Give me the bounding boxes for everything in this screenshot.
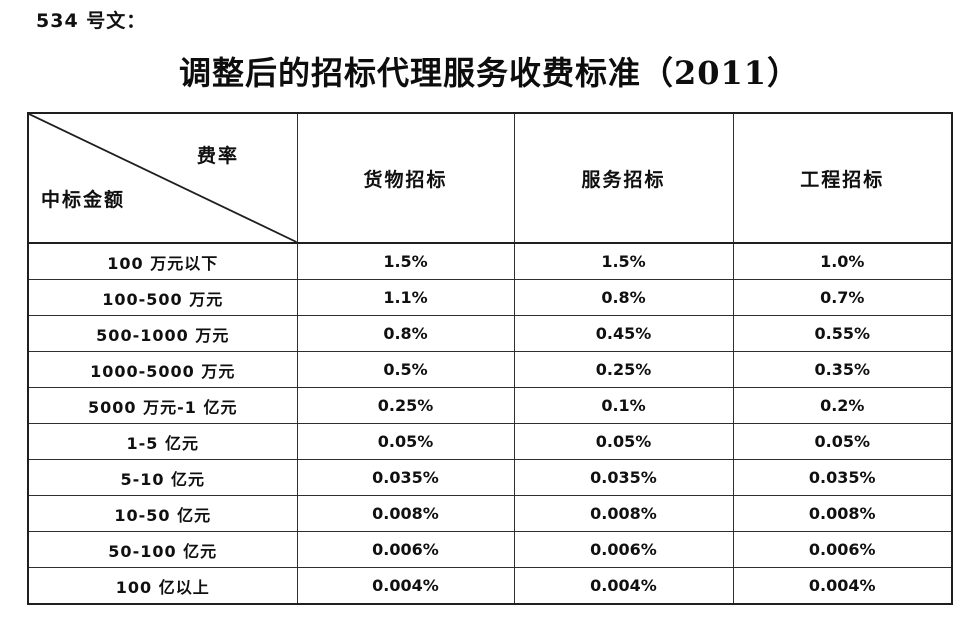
goods-rate-cell: 1.1% [296,279,515,316]
amount-tier-cell: 500-1000 万元 [27,315,298,352]
table-row: 500-1000 万元 0.8% 0.45% 0.55% [27,315,953,352]
amount-tier-cell: 100 亿以上 [27,567,298,605]
amount-tier-cell: 50-100 亿元 [27,531,298,568]
table-row: 100-500 万元 1.1% 0.8% 0.7% [27,279,953,316]
doc-number-label: 534 号文： [36,10,147,32]
services-rate-cell: 0.05% [513,423,734,460]
services-rate-cell: 0.25% [513,351,734,388]
corner-label-rate: 费率 [197,145,240,167]
table-row: 5000 万元-1 亿元 0.25% 0.1% 0.2% [27,387,953,424]
amount-tier-cell: 1000-5000 万元 [27,351,298,388]
works-rate-cell: 0.05% [732,423,953,460]
table-row: 1-5 亿元 0.05% 0.05% 0.05% [27,423,953,460]
page-title: 调整后的招标代理服务收费标准（2011） [178,54,801,92]
works-rate-cell: 0.55% [732,315,953,352]
table-row: 100 亿以上 0.004% 0.004% 0.004% [27,567,953,605]
works-rate-cell: 0.008% [732,495,953,532]
column-header-works: 工程招标 [732,112,953,244]
goods-rate-cell: 1.5% [296,242,515,280]
services-rate-cell: 0.45% [513,315,734,352]
amount-tier-cell: 1-5 亿元 [27,423,298,460]
services-rate-cell: 0.006% [513,531,734,568]
goods-rate-cell: 0.5% [296,351,515,388]
goods-rate-cell: 0.05% [296,423,515,460]
diagonal-line [29,114,297,242]
column-header-goods: 货物招标 [296,112,515,244]
amount-tier-cell: 5-10 亿元 [27,459,298,496]
table-row: 5-10 亿元 0.035% 0.035% 0.035% [27,459,953,496]
amount-tier-cell: 100-500 万元 [27,279,298,316]
services-rate-cell: 0.8% [513,279,734,316]
corner-label-amount: 中标金额 [41,189,126,211]
table-row: 100 万元以下 1.5% 1.5% 1.0% [27,242,953,280]
diagonal-header-cell: 费率 中标金额 [27,112,298,244]
goods-rate-cell: 0.004% [296,567,515,605]
column-header-services: 服务招标 [513,112,734,244]
works-rate-cell: 1.0% [732,242,953,280]
goods-rate-cell: 0.25% [296,387,515,424]
services-rate-cell: 0.008% [513,495,734,532]
works-rate-cell: 0.35% [732,351,953,388]
fee-rate-table: 费率 中标金额 货物招标 服务招标 工程招标 100 万元以下 1.5% 1.5… [27,112,953,605]
table-row: 50-100 亿元 0.006% 0.006% 0.006% [27,531,953,568]
goods-rate-cell: 0.008% [296,495,515,532]
header-row: 费率 中标金额 货物招标 服务招标 工程招标 [27,112,953,244]
goods-rate-cell: 0.035% [296,459,515,496]
goods-rate-cell: 0.006% [296,531,515,568]
amount-tier-cell: 5000 万元-1 亿元 [27,387,298,424]
services-rate-cell: 0.1% [513,387,734,424]
amount-tier-cell: 10-50 亿元 [27,495,298,532]
services-rate-cell: 1.5% [513,242,734,280]
goods-rate-cell: 0.8% [296,315,515,352]
amount-tier-cell: 100 万元以下 [27,242,298,280]
works-rate-cell: 0.006% [732,531,953,568]
works-rate-cell: 0.7% [732,279,953,316]
table-row: 10-50 亿元 0.008% 0.008% 0.008% [27,495,953,532]
table-row: 1000-5000 万元 0.5% 0.25% 0.35% [27,351,953,388]
services-rate-cell: 0.004% [513,567,734,605]
services-rate-cell: 0.035% [513,459,734,496]
works-rate-cell: 0.004% [732,567,953,605]
works-rate-cell: 0.2% [732,387,953,424]
works-rate-cell: 0.035% [732,459,953,496]
